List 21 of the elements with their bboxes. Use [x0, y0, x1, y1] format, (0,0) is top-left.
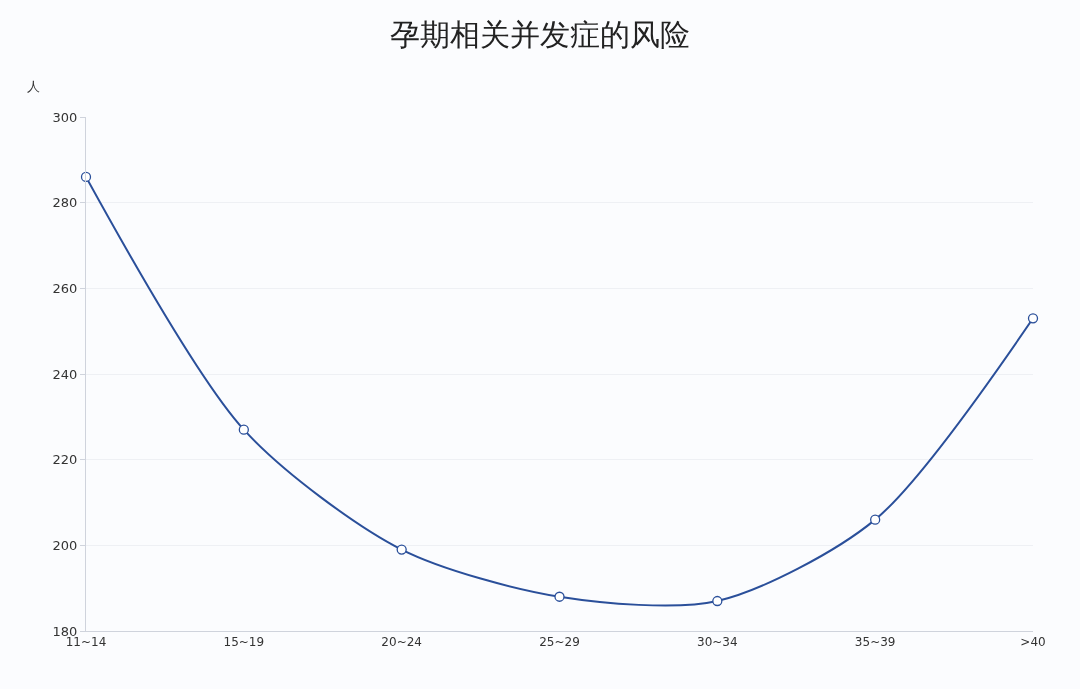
x-tick-label: 35~39 [854, 635, 896, 650]
point [554, 591, 565, 602]
x-tick-label: 30~34 [697, 635, 738, 650]
x-tick-label: 25~29 [539, 635, 580, 650]
point [870, 514, 881, 525]
y-tick-label: 220 [52, 452, 78, 468]
point [1027, 313, 1039, 324]
y-tick-label: 260 [52, 280, 78, 296]
y-axis-title: 人 [27, 79, 40, 94]
point [238, 424, 249, 435]
x-tick-label: >40 [1020, 635, 1046, 650]
x-tick-label: 11~14 [65, 635, 107, 650]
x-tick-label: 15~19 [223, 635, 265, 650]
y-tick-label: 200 [52, 537, 78, 553]
y-tick-label: 280 [52, 195, 78, 211]
point [712, 595, 723, 607]
point [396, 544, 407, 555]
x-tick-label: 20~24 [381, 635, 422, 650]
chart-title: 孕期相关并发症的风险 [390, 17, 690, 53]
y-tick-label: 300 [52, 109, 78, 125]
y-tick-label: 240 [52, 366, 78, 382]
